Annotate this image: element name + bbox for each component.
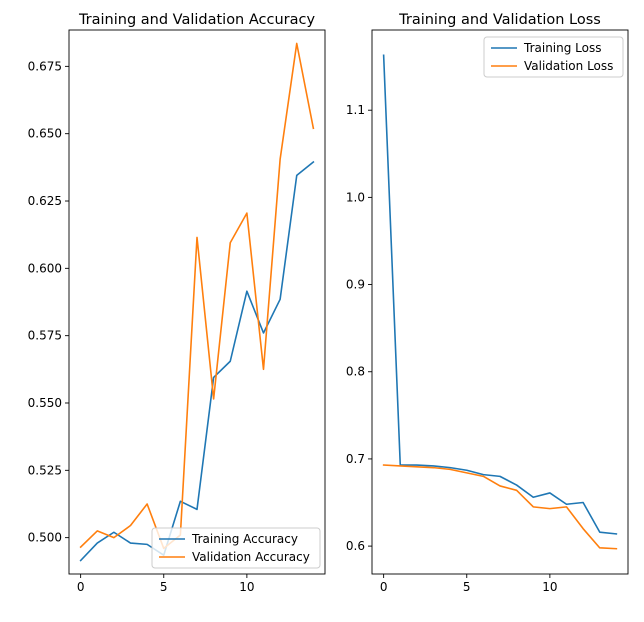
series-line-training bbox=[79, 160, 315, 562]
y-tick-label: 0.675 bbox=[28, 59, 62, 73]
y-tick-label: 0.500 bbox=[28, 531, 62, 545]
legend-box bbox=[151, 527, 321, 569]
x-tick-label: 0 bbox=[77, 580, 85, 594]
chart-title: Training and Validation Accuracy bbox=[78, 12, 316, 28]
series-line-training bbox=[382, 54, 618, 535]
y-tick-label: 1.0 bbox=[346, 190, 365, 204]
legend-label-training: Training Loss bbox=[523, 41, 601, 55]
axes-frame bbox=[371, 29, 629, 575]
y-tick-label: 0.625 bbox=[28, 194, 62, 208]
x-tick-label: 10 bbox=[239, 580, 254, 594]
axes-frame bbox=[68, 29, 326, 575]
legend-label-validation: Validation Accuracy bbox=[192, 550, 310, 564]
x-tick-label: 5 bbox=[463, 580, 471, 594]
y-tick-label: 0.6 bbox=[346, 539, 365, 553]
x-tick-label: 5 bbox=[160, 580, 168, 594]
x-tick-label: 10 bbox=[542, 580, 557, 594]
y-tick-label: 0.650 bbox=[28, 127, 62, 141]
legend-label-training: Training Accuracy bbox=[191, 532, 298, 546]
series-line-validation bbox=[382, 464, 618, 550]
legend-label-validation: Validation Loss bbox=[524, 59, 613, 73]
y-tick-label: 0.8 bbox=[346, 365, 365, 379]
x-tick-label: 0 bbox=[380, 580, 388, 594]
y-tick-label: 0.600 bbox=[28, 261, 62, 275]
chart-title: Training and Validation Loss bbox=[398, 12, 601, 28]
legend-box bbox=[483, 36, 624, 78]
y-tick-label: 0.550 bbox=[28, 396, 62, 410]
series-line-validation bbox=[79, 42, 315, 550]
y-tick-label: 0.575 bbox=[28, 329, 62, 343]
y-tick-label: 0.525 bbox=[28, 463, 62, 477]
y-tick-label: 0.7 bbox=[346, 452, 365, 466]
y-tick-label: 0.9 bbox=[346, 278, 365, 292]
y-tick-label: 1.1 bbox=[346, 103, 365, 117]
